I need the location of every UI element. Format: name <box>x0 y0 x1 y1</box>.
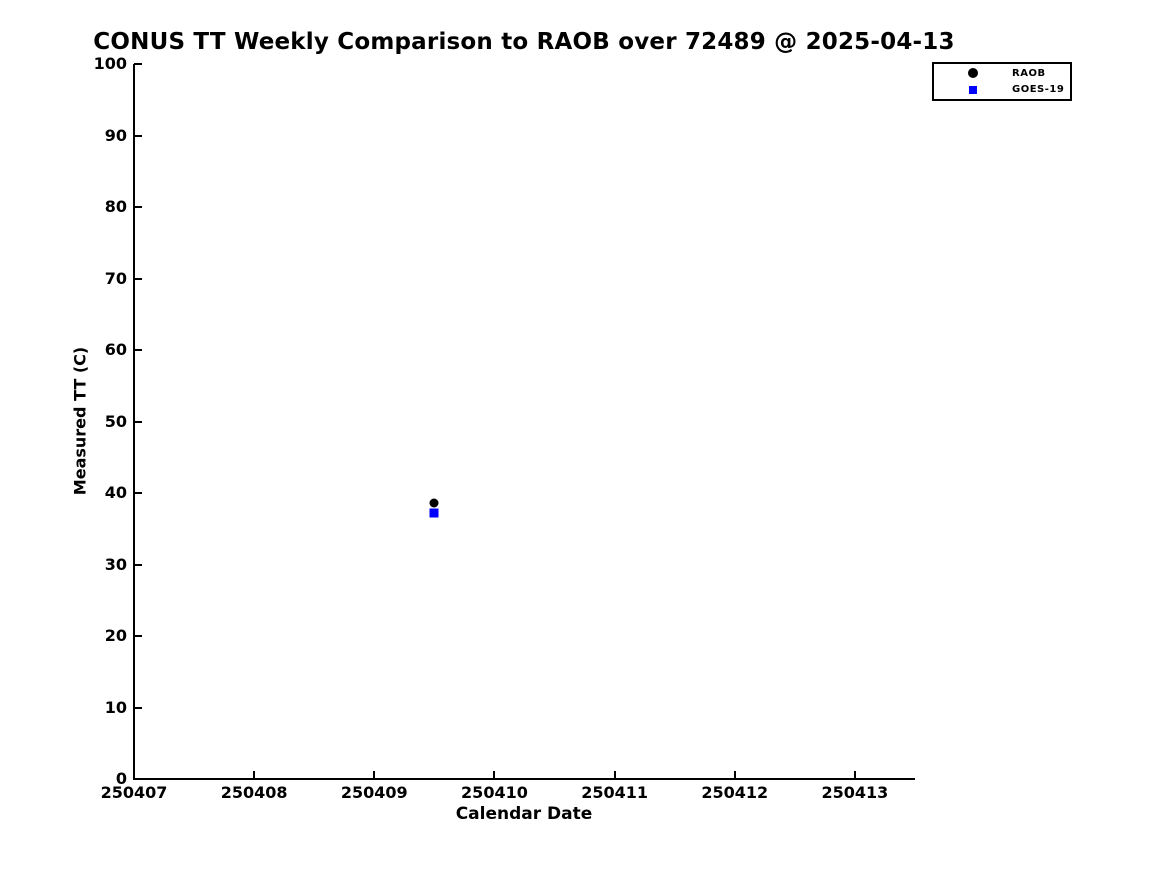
data-point-raob <box>429 498 439 508</box>
y-tick-label: 20 <box>104 626 127 645</box>
x-tick-mark <box>493 771 496 779</box>
legend-marker-circle-icon <box>968 68 978 79</box>
x-axis-title: Calendar Date <box>455 804 593 824</box>
y-tick-mark <box>134 206 142 208</box>
y-tick-mark <box>134 563 142 566</box>
y-tick-label: 80 <box>104 197 127 216</box>
x-tick-label: 250408 <box>220 783 288 802</box>
y-tick-label: 70 <box>104 268 127 288</box>
y-tick-mark <box>134 492 142 494</box>
x-tick-mark <box>613 771 616 779</box>
x-tick-label: 250409 <box>340 783 408 802</box>
data-point-goes-19 <box>429 508 439 518</box>
x-tick-label: 250410 <box>461 783 528 802</box>
y-tick-label: 30 <box>104 554 127 574</box>
legend-item: RAOB <box>934 66 1070 81</box>
legend-item-label: RAOB <box>1012 67 1046 79</box>
x-tick-mark <box>733 771 736 779</box>
y-tick-mark <box>134 349 142 351</box>
x-tick-label: 250407 <box>100 783 168 802</box>
y-tick-mark <box>134 420 142 423</box>
y-tick-mark <box>134 635 142 637</box>
y-tick-label: 40 <box>104 483 127 502</box>
y-tick-mark <box>134 778 142 780</box>
y-tick-label: 100 <box>93 54 127 73</box>
y-tick-mark <box>134 63 142 65</box>
y-tick-mark <box>134 277 142 280</box>
legend-item: GOES-19 <box>934 82 1070 97</box>
y-tick-label: 90 <box>104 125 127 145</box>
x-tick-label: 250413 <box>821 783 889 802</box>
y-tick-label: 60 <box>104 340 127 359</box>
legend-marker-cell <box>934 85 1012 94</box>
y-tick-label: 0 <box>115 769 127 788</box>
y-tick-mark <box>134 706 142 709</box>
x-tick-mark <box>373 771 376 779</box>
x-axis-line <box>133 778 915 780</box>
x-tick-mark <box>133 771 135 779</box>
legend-marker-cell <box>934 68 1012 79</box>
y-axis-title: Measured TT (C) <box>70 346 90 496</box>
legend: RAOB GOES-19 <box>932 62 1072 101</box>
legend-item-label: GOES-19 <box>1012 84 1065 96</box>
x-tick-label: 250412 <box>701 783 769 802</box>
legend-marker-square-icon <box>969 85 977 94</box>
x-tick-mark <box>253 771 256 779</box>
x-tick-label: 250411 <box>581 783 648 802</box>
y-tick-label: 50 <box>104 411 127 431</box>
chart-title: CONUS TT Weekly Comparison to RAOB over … <box>93 29 955 55</box>
x-tick-mark <box>853 771 856 779</box>
y-tick-label: 10 <box>104 697 127 717</box>
y-tick-mark <box>134 134 142 137</box>
